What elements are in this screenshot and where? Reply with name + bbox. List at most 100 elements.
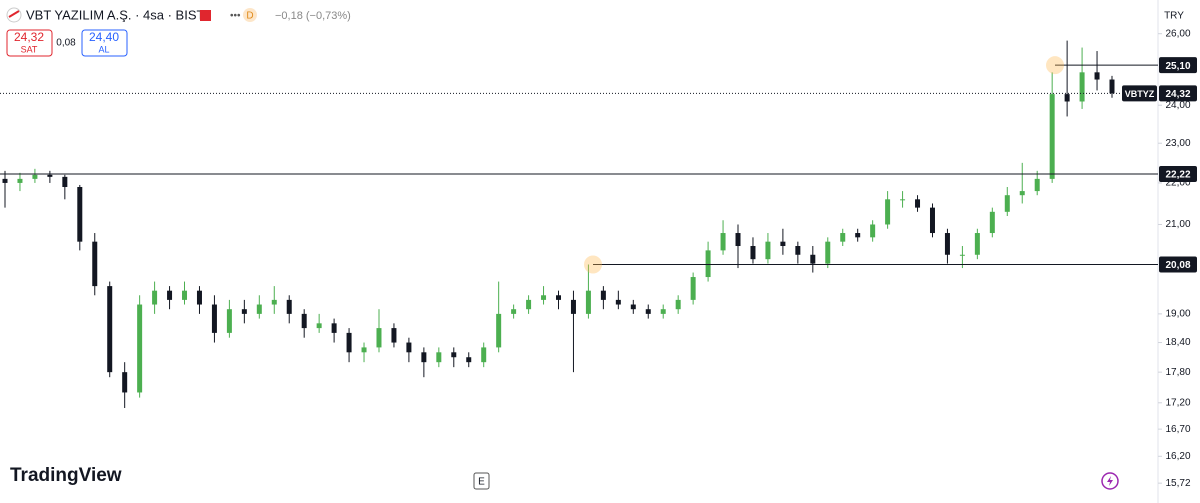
candle-body: [137, 304, 143, 393]
price-change: −0,18 (−0,73%): [275, 10, 351, 22]
buy-button[interactable]: [81, 29, 128, 57]
candle-body: [182, 290, 188, 300]
level-anchor: [584, 255, 602, 274]
logo-mark: [8, 10, 20, 18]
candle-body: [421, 352, 427, 363]
candle-body: [675, 299, 681, 310]
candle-body: [211, 304, 217, 333]
buy-label: AL: [98, 44, 109, 54]
candle-body: [107, 286, 113, 373]
level-anchor: [1046, 56, 1064, 75]
candle-body: [196, 290, 202, 305]
candle-body: [1064, 94, 1070, 102]
candle-body: [959, 254, 965, 256]
candle-body: [406, 342, 412, 353]
candle-body: [915, 199, 921, 208]
currency[interactable]: TRY: [1164, 11, 1184, 22]
candle-body: [585, 290, 591, 314]
spread: 0,08: [56, 38, 76, 49]
brand: TradingView: [10, 465, 122, 486]
level-tag: [1159, 166, 1197, 183]
candle-body: [62, 176, 68, 187]
symbol-tag: [1122, 85, 1157, 102]
candle-body: [47, 174, 53, 177]
level-label: 22,22: [1165, 170, 1190, 181]
candle-body: [870, 224, 876, 238]
candle-body: [1079, 72, 1085, 102]
events-label: E: [478, 477, 485, 488]
candle-body: [855, 233, 861, 238]
candle-body: [92, 241, 98, 287]
candle-body: [226, 309, 232, 333]
candle-body: [645, 309, 651, 314]
candle-body: [630, 304, 636, 310]
y-tick-label: 15,72: [1165, 478, 1190, 489]
candle-body: [1109, 79, 1115, 94]
candle-body: [570, 299, 576, 314]
candle-body: [451, 352, 457, 358]
candle-body: [241, 309, 247, 314]
candle-body: [331, 323, 337, 333]
candle-body: [167, 290, 173, 300]
y-tick-label: 23,00: [1165, 138, 1190, 149]
candle-body: [271, 299, 277, 305]
candle-body: [780, 241, 786, 247]
candle-body: [720, 233, 726, 251]
more[interactable]: •••: [230, 11, 241, 22]
candle-body: [944, 233, 950, 255]
candle-body: [541, 295, 547, 300]
badge: D: [246, 11, 253, 22]
candle-body: [750, 246, 756, 260]
candle-body: [2, 178, 8, 183]
candle-body: [989, 211, 995, 234]
y-tick-label: 26,00: [1165, 28, 1190, 39]
candle-body: [885, 199, 891, 225]
candle-body: [1034, 178, 1040, 192]
candle-body: [122, 372, 128, 393]
candle-body: [286, 299, 292, 314]
y-tick-label: 19,00: [1165, 309, 1190, 320]
y-tick-label: 16,20: [1165, 451, 1190, 462]
candle-body: [735, 233, 741, 247]
sell-label: SAT: [21, 44, 38, 54]
candle-body: [346, 332, 352, 353]
y-tick-label: 16,70: [1165, 424, 1190, 435]
candle-body: [929, 207, 935, 234]
candle-body: [466, 357, 472, 363]
sell-button[interactable]: [6, 29, 53, 57]
candle-body: [690, 277, 696, 300]
candle-body: [900, 199, 906, 201]
y-tick-label: 18,40: [1165, 337, 1190, 348]
candle-body: [660, 309, 666, 314]
candle-body: [17, 178, 23, 183]
last-price-tag: [1159, 85, 1197, 102]
y-tick-label: 24,00: [1165, 100, 1190, 111]
flag[interactable]: [200, 10, 211, 21]
candle-body: [840, 233, 846, 242]
lightning-icon: [1107, 476, 1113, 486]
candle-body: [481, 347, 487, 363]
candle-body: [825, 241, 831, 264]
candle-body: [1004, 195, 1010, 212]
candle-body: [765, 241, 771, 260]
candle-body: [615, 299, 621, 305]
sell-price: 24,32: [14, 30, 44, 44]
candle-body: [556, 295, 561, 300]
candle-body: [1049, 94, 1055, 179]
candle-body: [600, 290, 606, 300]
candle-body: [974, 233, 980, 255]
candle-body: [391, 328, 397, 343]
y-tick-label: 17,80: [1165, 367, 1190, 378]
symbol-title: VBT YAZILIM A.Ş. · 4sa · BIST: [26, 7, 205, 22]
candle-body: [256, 304, 262, 314]
candle-body: [361, 347, 367, 353]
level-label: 25,10: [1165, 61, 1190, 72]
candle-body: [496, 313, 502, 348]
events-button[interactable]: [473, 472, 490, 490]
buy-price: 24,40: [89, 30, 119, 44]
y-tick-label: 22,00: [1165, 178, 1190, 189]
y-tick-label: 21,00: [1165, 219, 1190, 230]
candle-body: [1094, 72, 1100, 80]
